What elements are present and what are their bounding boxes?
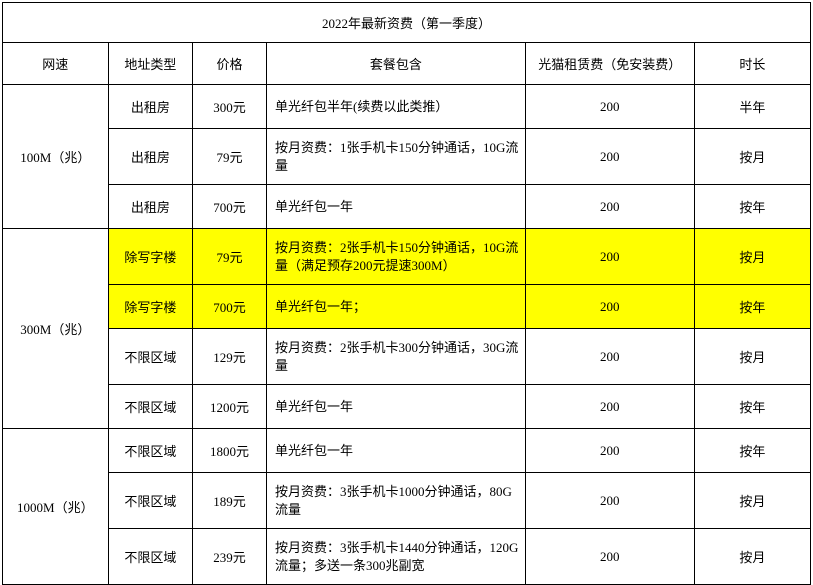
cell-dur: 按月 xyxy=(694,129,810,185)
cell-pkg: 按月资费：3张手机卡1000分钟通话，80G流量 xyxy=(267,473,526,529)
cell-price: 300元 xyxy=(193,85,267,129)
cell-dur: 按月 xyxy=(694,229,810,285)
table-row: 300M（兆）除写字楼79元按月资费：2张手机卡150分钟通话，10G流量（满足… xyxy=(3,229,811,285)
cell-price: 700元 xyxy=(193,285,267,329)
cell-pkg: 单光纤包一年 xyxy=(267,385,526,429)
cell-fee: 200 xyxy=(525,385,694,429)
cell-addr: 不限区域 xyxy=(108,429,192,473)
cell-fee: 200 xyxy=(525,429,694,473)
cell-addr: 出租房 xyxy=(108,129,192,185)
cell-fee: 200 xyxy=(525,285,694,329)
cell-fee: 200 xyxy=(525,229,694,285)
cell-price: 239元 xyxy=(193,529,267,585)
cell-fee: 200 xyxy=(525,129,694,185)
table-row: 除写字楼700元单光纤包一年；200按年 xyxy=(3,285,811,329)
cell-dur: 按年 xyxy=(694,285,810,329)
cell-price: 79元 xyxy=(193,129,267,185)
table-row: 出租房79元按月资费：1张手机卡150分钟通话，10G流量200按月 xyxy=(3,129,811,185)
table-row: 不限区域239元按月资费：3张手机卡1440分钟通话，120G流量；多送一条30… xyxy=(3,529,811,585)
cell-pkg: 按月资费：3张手机卡1440分钟通话，120G流量；多送一条300兆副宽 xyxy=(267,529,526,585)
table-row: 不限区域189元按月资费：3张手机卡1000分钟通话，80G流量200按月 xyxy=(3,473,811,529)
table-row: 不限区域1200元单光纤包一年200按年 xyxy=(3,385,811,429)
table-row: 100M（兆）出租房300元单光纤包半年(续费以此类推）200半年 xyxy=(3,85,811,129)
cell-fee: 200 xyxy=(525,85,694,129)
cell-dur: 按月 xyxy=(694,473,810,529)
table-row: 1000M（兆）不限区域1800元单光纤包一年200按年 xyxy=(3,429,811,473)
cell-addr: 不限区域 xyxy=(108,329,192,385)
cell-fee: 200 xyxy=(525,529,694,585)
cell-addr: 不限区域 xyxy=(108,385,192,429)
cell-fee: 200 xyxy=(525,185,694,229)
col-fee: 光猫租赁费（免安装费） xyxy=(525,43,694,85)
cell-pkg: 单光纤包一年 xyxy=(267,429,526,473)
cell-addr: 不限区域 xyxy=(108,529,192,585)
cell-fee: 200 xyxy=(525,473,694,529)
table-row: 出租房700元单光纤包一年200按年 xyxy=(3,185,811,229)
col-speed: 网速 xyxy=(3,43,109,85)
table-body: 100M（兆）出租房300元单光纤包半年(续费以此类推）200半年出租房79元按… xyxy=(3,85,811,585)
cell-speed: 100M（兆） xyxy=(3,85,109,229)
cell-price: 700元 xyxy=(193,185,267,229)
cell-pkg: 单光纤包一年 xyxy=(267,185,526,229)
cell-speed: 300M（兆） xyxy=(3,229,109,429)
cell-dur: 按年 xyxy=(694,185,810,229)
cell-speed: 1000M（兆） xyxy=(3,429,109,585)
cell-dur: 半年 xyxy=(694,85,810,129)
cell-price: 1800元 xyxy=(193,429,267,473)
header-row: 网速 地址类型 价格 套餐包含 光猫租赁费（免安装费） 时长 xyxy=(3,43,811,85)
cell-addr: 出租房 xyxy=(108,85,192,129)
col-addr: 地址类型 xyxy=(108,43,192,85)
cell-addr: 除写字楼 xyxy=(108,229,192,285)
cell-addr: 除写字楼 xyxy=(108,285,192,329)
table-row: 不限区域129元按月资费：2张手机卡300分钟通话，30G流量200按月 xyxy=(3,329,811,385)
title-row: 2022年最新资费（第一季度） xyxy=(3,3,811,43)
col-dur: 时长 xyxy=(694,43,810,85)
cell-price: 1200元 xyxy=(193,385,267,429)
col-pkg: 套餐包含 xyxy=(267,43,526,85)
cell-pkg: 按月资费：2张手机卡300分钟通话，30G流量 xyxy=(267,329,526,385)
cell-addr: 出租房 xyxy=(108,185,192,229)
cell-pkg: 按月资费：1张手机卡150分钟通话，10G流量 xyxy=(267,129,526,185)
cell-price: 79元 xyxy=(193,229,267,285)
cell-pkg: 按月资费：2张手机卡150分钟通话，10G流量（满足预存200元提速300M） xyxy=(267,229,526,285)
cell-dur: 按年 xyxy=(694,429,810,473)
table-title: 2022年最新资费（第一季度） xyxy=(3,3,811,43)
col-price: 价格 xyxy=(193,43,267,85)
cell-dur: 按月 xyxy=(694,529,810,585)
cell-price: 129元 xyxy=(193,329,267,385)
cell-addr: 不限区域 xyxy=(108,473,192,529)
pricing-table: 2022年最新资费（第一季度） 网速 地址类型 价格 套餐包含 光猫租赁费（免安… xyxy=(2,2,811,585)
cell-dur: 按年 xyxy=(694,385,810,429)
cell-dur: 按月 xyxy=(694,329,810,385)
cell-fee: 200 xyxy=(525,329,694,385)
cell-pkg: 单光纤包半年(续费以此类推） xyxy=(267,85,526,129)
cell-price: 189元 xyxy=(193,473,267,529)
cell-pkg: 单光纤包一年； xyxy=(267,285,526,329)
